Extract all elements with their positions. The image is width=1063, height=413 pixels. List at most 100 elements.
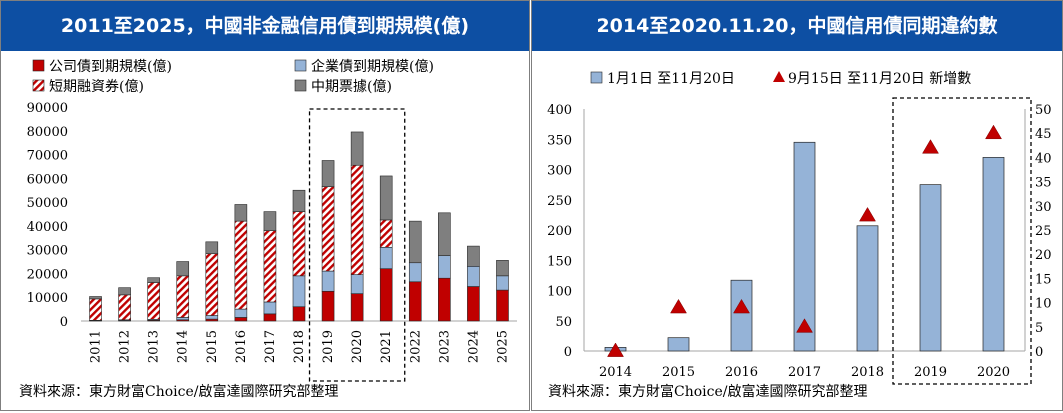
left-y-tick-label: 50000: [27, 196, 68, 211]
right-bar: [793, 141, 816, 352]
left-bar-segment: [321, 270, 335, 292]
left-bar-segment: [292, 211, 306, 277]
right-x-tick-label: 2019: [914, 365, 947, 380]
right-y2-tick-label: 25: [1035, 224, 1052, 239]
right-y-tick-label: 400: [547, 103, 572, 118]
left-bar-segment: [89, 298, 102, 321]
left-legend-swatch: [32, 79, 45, 92]
right-y-tick-label: 200: [547, 224, 572, 239]
left-bar-segment: [496, 260, 509, 277]
left-chart-panel: 2011至2025，中國非金融信用債到期規模(億) 資料來源：東方財富Choic…: [0, 0, 530, 411]
left-bar-segment: [89, 296, 102, 300]
left-y-tick-label: 90000: [27, 101, 68, 116]
left-x-tick-label: 2014: [176, 330, 191, 363]
left-bar-segment: [118, 294, 131, 321]
left-y-tick-label: 40000: [27, 220, 68, 235]
left-bar-segment: [205, 315, 219, 320]
left-y-tick-label: 20000: [27, 267, 68, 282]
right-legend-bar-swatch: [590, 71, 603, 84]
right-y2-tick-label: 0: [1035, 345, 1043, 360]
left-bar-segment: [379, 246, 393, 269]
left-bar-segment: [234, 308, 248, 318]
left-x-tick-label: 2018: [292, 330, 307, 363]
left-bar-segment: [408, 281, 422, 322]
right-y-tick-label: 300: [547, 164, 572, 179]
left-bar-segment: [496, 275, 509, 291]
right-source-text: 資料來源：東方財富Choice/啟富達國際研究部整理: [548, 383, 867, 400]
left-legend-label: 短期融資券(億): [49, 79, 144, 95]
left-bar-segment: [234, 204, 248, 222]
left-x-tick-label: 2023: [437, 330, 452, 363]
left-bar-segment: [350, 293, 364, 322]
left-x-tick-label: 2011: [89, 330, 104, 363]
left-y-tick-label: 80000: [27, 125, 68, 140]
left-x-tick-label: 2019: [321, 330, 336, 363]
left-bar-segment: [263, 211, 277, 231]
right-y2-tick-label: 45: [1035, 127, 1052, 142]
left-bar-segment: [467, 245, 480, 267]
left-highlight-box: [308, 108, 406, 382]
right-y2-tick-label: 30: [1035, 200, 1052, 215]
left-bar-segment: [234, 220, 248, 310]
left-bar-segment: [176, 317, 190, 321]
right-triangle-marker: [985, 124, 1002, 140]
right-triangle-marker: [670, 298, 687, 314]
left-bar-segment: [496, 289, 509, 322]
left-legend-label: 公司債到期規模(億): [49, 59, 172, 75]
left-bar-segment: [292, 306, 306, 322]
left-bar-segment: [234, 317, 248, 322]
right-y2-tick-label: 20: [1035, 248, 1052, 263]
right-triangle-marker: [733, 298, 750, 314]
left-bar-segment: [438, 255, 451, 279]
left-bar-segment: [118, 287, 131, 296]
right-y2-tick-label: 5: [1035, 321, 1043, 336]
right-y2-tick-label: 10: [1035, 297, 1052, 312]
left-bar-segment: [379, 219, 393, 248]
left-legend-swatch: [32, 59, 45, 72]
left-x-tick-label: 2015: [205, 330, 220, 363]
right-x-tick-label: 2014: [599, 365, 632, 380]
right-bar: [856, 225, 879, 352]
right-y2-tick-label: 35: [1035, 176, 1052, 191]
right-y-tick-label: 0: [564, 345, 572, 360]
left-bar-segment: [379, 268, 393, 322]
left-y-tick-label: 60000: [27, 172, 68, 187]
left-legend-swatch: [294, 59, 307, 72]
right-bar: [982, 157, 1005, 352]
left-bar-segment: [147, 277, 160, 283]
right-x-tick-label: 2015: [662, 365, 695, 380]
right-legend-triangle-label: 9月15日 至11月20日 新增數: [788, 71, 971, 87]
right-triangle-marker: [859, 206, 876, 222]
left-y-tick-label: 0: [60, 315, 68, 330]
left-chart-svg: 資料來源：東方財富Choice/啟富達國際研究部整理 0 10000 20000 30…: [19, 58, 517, 400]
left-bar-segment: [263, 230, 277, 303]
left-x-tick-label: 2016: [234, 330, 249, 363]
left-bar-segment: [321, 160, 335, 187]
right-bar: [919, 184, 942, 352]
left-y-tick-label: 10000: [27, 291, 68, 306]
left-bar-segment: [147, 282, 160, 320]
right-y2-tick-label: 50: [1035, 103, 1052, 118]
left-bar-segment: [350, 274, 364, 294]
left-x-tick-label: 2017: [263, 330, 278, 363]
right-bar: [730, 279, 753, 352]
left-bar-segment: [205, 241, 219, 255]
left-bar-segment: [321, 186, 335, 272]
right-chart-panel: 2014至2020.11.20，中國信用債同期違約數 資料來源：東方財富Choi…: [531, 0, 1063, 411]
right-x-tick-label: 2016: [725, 365, 758, 380]
right-triangle-marker: [607, 342, 624, 357]
left-x-tick-label: 2024: [466, 330, 481, 363]
left-bar-segment: [408, 220, 422, 264]
left-bar-segment: [176, 261, 190, 277]
left-bar-segment: [292, 189, 306, 212]
left-bar-segment: [467, 266, 480, 287]
right-highlight-box: [892, 97, 1032, 385]
right-chart-title: 2014至2020.11.20，中國信用債同期違約數: [532, 1, 1062, 51]
left-y-tick-label: 30000: [27, 244, 68, 259]
left-bar-segment: [438, 277, 451, 322]
left-bar-segment: [292, 275, 306, 308]
left-bar-segment: [176, 275, 190, 318]
left-source-text: 資料來源：東方財富Choice/啟富達國際研究部整理: [19, 383, 338, 400]
left-legend-swatch: [294, 79, 307, 92]
left-x-tick-label: 2021: [379, 330, 394, 363]
